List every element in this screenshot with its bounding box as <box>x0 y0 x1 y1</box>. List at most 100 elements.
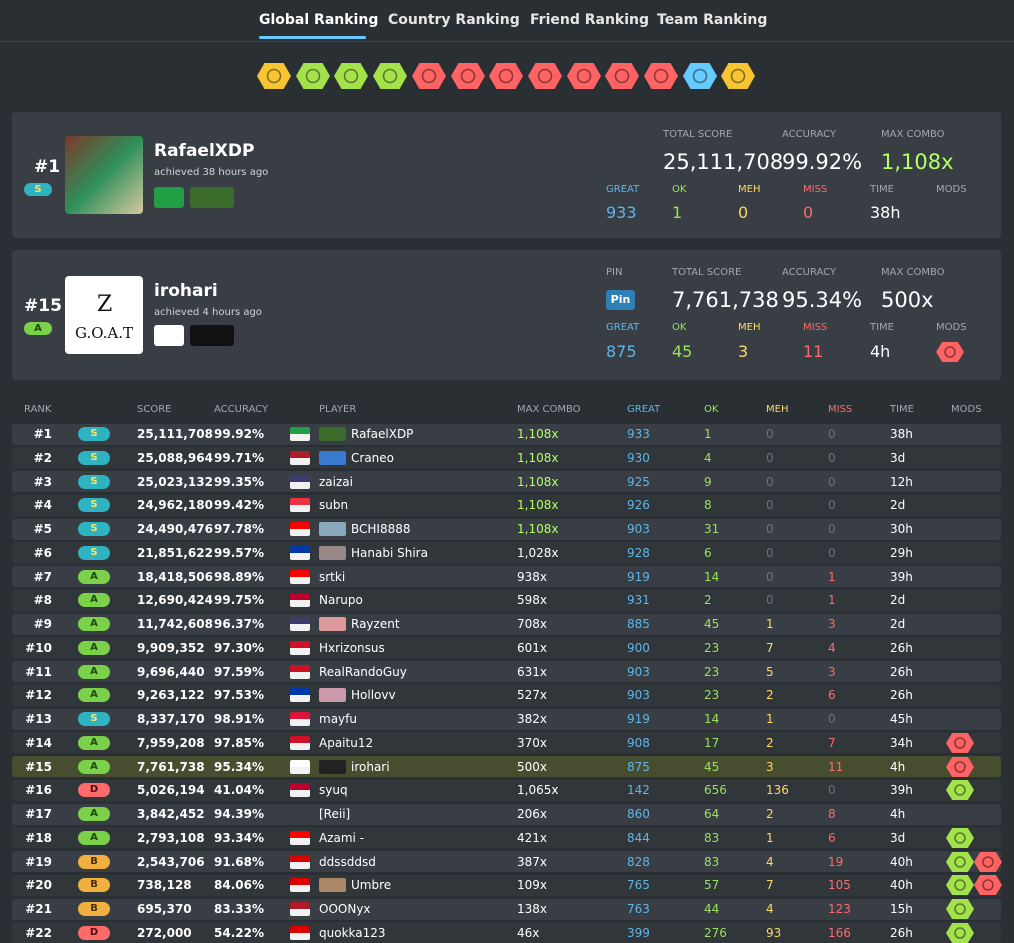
score-row[interactable] <box>12 518 1001 540</box>
score-row[interactable] <box>12 874 1001 896</box>
mod-icon <box>946 780 974 801</box>
team-flag <box>319 522 346 537</box>
row-score: 11,742,608 <box>137 617 213 632</box>
row-player[interactable]: OOONyx <box>319 902 371 917</box>
row-miss: 0 <box>828 783 836 798</box>
mod-filter[interactable] <box>566 63 601 89</box>
row-player[interactable]: RafaelXDP <box>351 427 414 441</box>
score-row[interactable] <box>12 542 1001 564</box>
mod-filter[interactable] <box>605 63 640 89</box>
mod-filter[interactable] <box>527 63 562 89</box>
row-player[interactable]: Umbre <box>351 878 392 893</box>
score-row[interactable] <box>12 613 1001 635</box>
row-accuracy: 99.71% <box>214 450 264 465</box>
mod-filter[interactable] <box>373 63 408 89</box>
mod-glyph <box>614 68 630 84</box>
row-miss: 123 <box>828 902 851 917</box>
row-player[interactable]: mayfu <box>319 712 357 727</box>
row-great: 919 <box>627 569 650 584</box>
row-time: 39h <box>890 569 913 584</box>
score-row[interactable] <box>12 827 1001 849</box>
row-player[interactable]: Apaitu12 <box>319 735 374 750</box>
mod-filter[interactable] <box>489 63 524 89</box>
mod-filter[interactable] <box>682 63 717 89</box>
team-flag <box>190 187 234 208</box>
score-row[interactable] <box>12 661 1001 683</box>
score-row[interactable] <box>12 898 1001 920</box>
row-player[interactable]: Craneo <box>351 450 394 465</box>
row-meh: 0 <box>766 593 774 608</box>
row-ok: 276 <box>704 925 727 940</box>
row-player[interactable]: Rayzent <box>351 617 400 632</box>
tab[interactable]: Global Ranking <box>259 12 379 28</box>
score-row[interactable] <box>12 447 1001 469</box>
row-player[interactable]: Azami - <box>319 830 365 845</box>
score-row[interactable] <box>12 732 1001 754</box>
row-player[interactable]: zaizai <box>319 474 353 489</box>
score-row[interactable] <box>12 423 1001 445</box>
mod-filter[interactable] <box>411 63 446 89</box>
score-row[interactable] <box>12 471 1001 493</box>
mod-filter[interactable] <box>644 63 678 89</box>
score-row[interactable] <box>12 756 1001 778</box>
achieved-time: achieved 4 hours ago <box>154 307 262 318</box>
grade-badge: A <box>78 593 110 608</box>
row-player[interactable]: irohari <box>351 759 390 774</box>
score-row[interactable] <box>12 684 1001 706</box>
score-row[interactable] <box>12 922 1001 943</box>
mod-glyph <box>537 68 553 84</box>
row-player[interactable]: Hanabi Shira <box>351 545 428 560</box>
row-player[interactable]: syuq <box>319 783 348 798</box>
mod-icon <box>946 922 974 943</box>
row-player[interactable]: srtki <box>319 569 346 584</box>
score-row[interactable] <box>12 803 1001 825</box>
row-player[interactable]: Narupo <box>319 593 363 608</box>
tab[interactable]: Team Ranking <box>657 12 768 28</box>
score-row[interactable] <box>12 494 1001 516</box>
score-row[interactable] <box>12 589 1001 611</box>
score-row[interactable] <box>12 637 1001 659</box>
mod-filter[interactable] <box>257 63 291 89</box>
row-score: 12,690,424 <box>137 593 213 608</box>
row-great: 925 <box>627 474 650 489</box>
team-flag <box>319 545 346 560</box>
mod-filter[interactable] <box>295 63 330 89</box>
row-player[interactable]: subn <box>319 498 349 513</box>
accuracy: 99.92% <box>782 150 863 174</box>
row-player[interactable]: Hollovv <box>351 688 396 703</box>
mod-filter[interactable] <box>334 63 369 89</box>
mod-glyph <box>653 68 669 84</box>
judgement-value: 38h <box>870 203 901 222</box>
row-player[interactable]: RealRandoGuy <box>319 664 407 679</box>
flag <box>290 878 310 893</box>
row-player[interactable]: ddssddsd <box>319 854 376 869</box>
row-score: 8,337,170 <box>137 712 205 727</box>
tab-underline <box>259 36 366 39</box>
tab[interactable]: Friend Ranking <box>530 12 650 28</box>
score-row[interactable] <box>12 851 1001 873</box>
flag <box>290 593 310 608</box>
score-card <box>12 112 1001 238</box>
row-player[interactable]: quokka123 <box>319 925 386 940</box>
row-accuracy: 99.92% <box>214 427 264 441</box>
flag <box>290 474 310 489</box>
score-row[interactable] <box>12 708 1001 730</box>
mod-filter[interactable] <box>721 63 756 89</box>
stat-label: MODS <box>936 184 967 195</box>
row-max-combo: 46x <box>517 925 540 940</box>
mod-shape <box>566 63 601 89</box>
player-name: RafaelXDP <box>154 141 255 161</box>
flag <box>290 640 310 655</box>
score-row[interactable] <box>12 566 1001 588</box>
row-player[interactable]: [Reii] <box>319 807 351 822</box>
score-row[interactable] <box>12 779 1001 801</box>
grade-badge: S <box>78 474 110 489</box>
mod-filter[interactable] <box>450 63 485 89</box>
tab[interactable]: Country Ranking <box>388 12 520 28</box>
row-ok: 45 <box>704 759 720 774</box>
row-player[interactable]: BCHI8888 <box>351 522 411 537</box>
row-ok: 83 <box>704 830 720 845</box>
row-player[interactable]: Hxrizonsus <box>319 640 385 655</box>
mod-icon <box>974 875 1002 896</box>
team-flag <box>319 759 346 774</box>
